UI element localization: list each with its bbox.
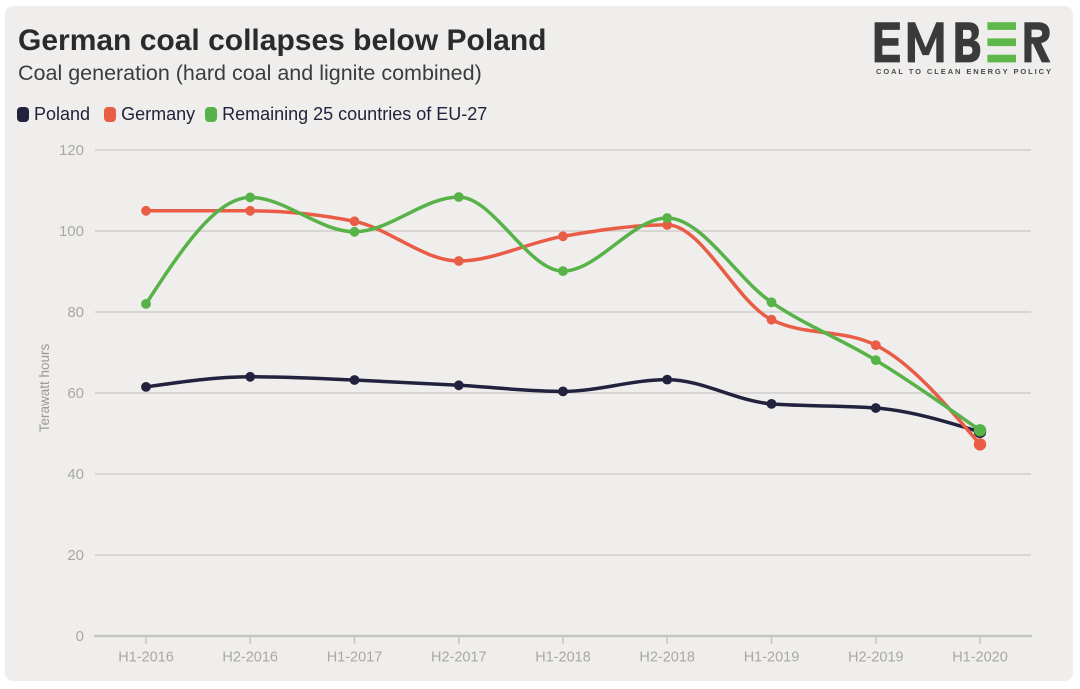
svg-text:80: 80 — [67, 304, 84, 321]
svg-text:20: 20 — [67, 547, 84, 564]
svg-text:120: 120 — [59, 142, 84, 159]
svg-text:60: 60 — [67, 385, 84, 402]
svg-text:H1-2020: H1-2020 — [952, 650, 1008, 666]
svg-text:H2-2019: H2-2019 — [848, 650, 904, 666]
svg-text:COAL TO CLEAN ENERGY POLICY: COAL TO CLEAN ENERGY POLICY — [876, 67, 1053, 76]
svg-text:100: 100 — [59, 223, 84, 240]
svg-text:H2-2017: H2-2017 — [431, 650, 487, 666]
svg-text:Terawatt hours: Terawatt hours — [37, 343, 52, 432]
svg-text:H2-2018: H2-2018 — [639, 650, 695, 666]
svg-text:0: 0 — [76, 628, 84, 645]
svg-text:H1-2018: H1-2018 — [535, 650, 591, 666]
svg-text:H1-2016: H1-2016 — [118, 650, 174, 666]
svg-text:H1-2019: H1-2019 — [744, 650, 800, 666]
svg-text:H1-2017: H1-2017 — [327, 650, 383, 666]
svg-text:40: 40 — [67, 466, 84, 483]
svg-text:H2-2016: H2-2016 — [222, 650, 278, 666]
